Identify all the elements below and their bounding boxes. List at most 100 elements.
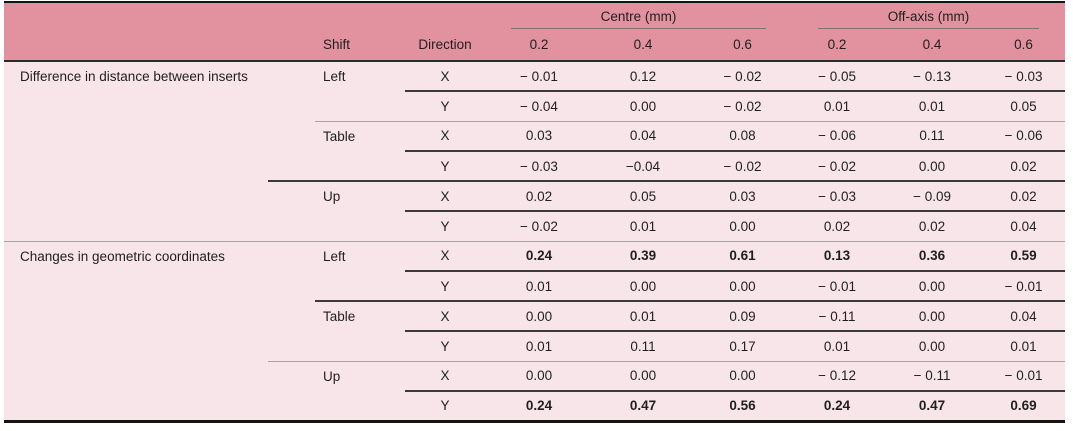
column-group-centre-label: Centre (mm): [511, 9, 767, 29]
spacer-cell: [4, 181, 268, 211]
paper-table-figure: Centre (mm) Off-axis (mm) Shift Directio…: [4, 1, 1066, 423]
direction-cell: Y: [405, 271, 485, 302]
table-row: Y 0.24 0.47 0.56 0.24 0.47 0.69: [4, 391, 1066, 421]
value-cell: − 0.02: [485, 211, 593, 242]
direction-cell: X: [405, 61, 485, 92]
spacer-cell: [268, 301, 315, 331]
value-cell: − 0.03: [792, 181, 883, 212]
table-row: Y − 0.03 −0.04 − 0.02 − 0.02 0.00 0.02: [4, 151, 1066, 182]
value-cell: − 0.01: [792, 271, 883, 302]
value-cell: 0.03: [693, 181, 793, 212]
value-cell: 0.12: [593, 61, 693, 92]
direction-cell: Y: [405, 391, 485, 421]
value-cell: 0.61: [693, 241, 793, 272]
value-cell: 0.00: [593, 91, 693, 122]
direction-cell: Y: [405, 91, 485, 122]
shift-cell: Left: [315, 61, 405, 91]
value-cell: 0.00: [693, 271, 793, 302]
value-cell: 0.24: [792, 391, 883, 421]
value-cell: 0.01: [593, 211, 693, 242]
value-cell: 0.01: [792, 331, 883, 362]
value-cell: − 0.06: [982, 121, 1066, 152]
value-cell: − 0.11: [792, 301, 883, 332]
spacer-cell: [268, 271, 315, 301]
value-cell: 0.24: [485, 391, 593, 421]
value-cell: 0.04: [982, 211, 1066, 242]
value-cell: 0.00: [593, 271, 693, 302]
shift-cell: Table: [315, 301, 405, 331]
shift-cell: [315, 91, 405, 122]
value-cell: 0.00: [485, 301, 593, 332]
value-cell: 0.02: [485, 181, 593, 212]
value-cell: 0.36: [882, 241, 983, 272]
spacer-cell: [268, 241, 315, 271]
value-cell: − 0.13: [882, 61, 983, 92]
direction-cell: X: [405, 301, 485, 332]
spacer-cell: [4, 91, 268, 121]
value-cell: − 0.02: [693, 151, 793, 182]
value-cell: 0.08: [693, 121, 793, 152]
value-cell: −0.04: [593, 151, 693, 182]
table-row: Up X 0.02 0.05 0.03 − 0.03 − 0.09 0.02: [4, 181, 1066, 212]
value-cell: 0.02: [882, 211, 983, 242]
value-cell: 0.05: [593, 181, 693, 212]
value-cell: − 0.01: [982, 271, 1066, 302]
column-group-offaxis: Off-axis (mm): [792, 2, 1066, 29]
header-offaxis-0-4: 0.4: [882, 29, 983, 62]
value-cell: − 0.12: [792, 361, 883, 392]
results-table: Centre (mm) Off-axis (mm) Shift Directio…: [4, 1, 1066, 423]
value-cell: 0.00: [882, 331, 983, 362]
shift-cell: Up: [315, 361, 405, 391]
value-cell: 0.05: [982, 91, 1066, 122]
value-cell: 0.11: [593, 331, 693, 362]
value-cell: 0.02: [982, 181, 1066, 212]
value-cell: 0.47: [593, 391, 693, 421]
shift-cell: [315, 151, 405, 182]
value-cell: 0.00: [882, 301, 983, 332]
value-cell: 0.47: [882, 391, 983, 421]
value-cell: 0.00: [882, 151, 983, 182]
header-direction: Direction: [405, 29, 485, 62]
spacer-cell: [268, 331, 315, 362]
value-cell: 0.00: [882, 271, 983, 302]
value-cell: − 0.06: [792, 121, 883, 152]
shift-cell: [315, 211, 405, 242]
direction-cell: X: [405, 181, 485, 212]
direction-cell: Y: [405, 151, 485, 182]
value-cell: 0.00: [593, 361, 693, 392]
spacer-cell: [268, 391, 315, 421]
header-centre-0-6: 0.6: [693, 29, 793, 62]
shift-cell: Left: [315, 241, 405, 271]
value-cell: 0.00: [693, 211, 793, 242]
spacer-cell: [4, 331, 268, 361]
header-spacer: [4, 29, 315, 62]
sub-header-row: Shift Direction 0.2 0.4 0.6 0.2 0.4 0.6: [4, 29, 1066, 62]
value-cell: 0.69: [982, 391, 1066, 421]
shift-cell: [315, 331, 405, 362]
spacer-cell: [268, 61, 315, 91]
spacer-cell: [268, 151, 315, 182]
value-cell: 0.01: [485, 271, 593, 302]
value-cell: − 0.09: [882, 181, 983, 212]
spacer-cell: [268, 181, 315, 211]
direction-cell: Y: [405, 331, 485, 362]
value-cell: − 0.02: [792, 151, 883, 182]
spacer-cell: [4, 301, 268, 331]
value-cell: 0.01: [792, 91, 883, 122]
value-cell: 0.02: [792, 211, 883, 242]
value-cell: 0.03: [485, 121, 593, 152]
table-row: Changes in geometric coordinates Left X …: [4, 241, 1066, 272]
table-row: Y − 0.04 0.00 − 0.02 0.01 0.01 0.05: [4, 91, 1066, 122]
value-cell: − 0.03: [982, 61, 1066, 92]
header-centre-0-2: 0.2: [485, 29, 593, 62]
shift-cell: Up: [315, 181, 405, 211]
value-cell: 0.11: [882, 121, 983, 152]
table-row: Y 0.01 0.11 0.17 0.01 0.00 0.01: [4, 331, 1066, 362]
value-cell: 0.24: [485, 241, 593, 272]
value-cell: 0.01: [982, 331, 1066, 362]
column-group-centre: Centre (mm): [485, 2, 793, 29]
value-cell: − 0.02: [693, 61, 793, 92]
value-cell: 0.13: [792, 241, 883, 272]
header-shift: Shift: [315, 29, 405, 62]
header-offaxis-0-2: 0.2: [792, 29, 883, 62]
